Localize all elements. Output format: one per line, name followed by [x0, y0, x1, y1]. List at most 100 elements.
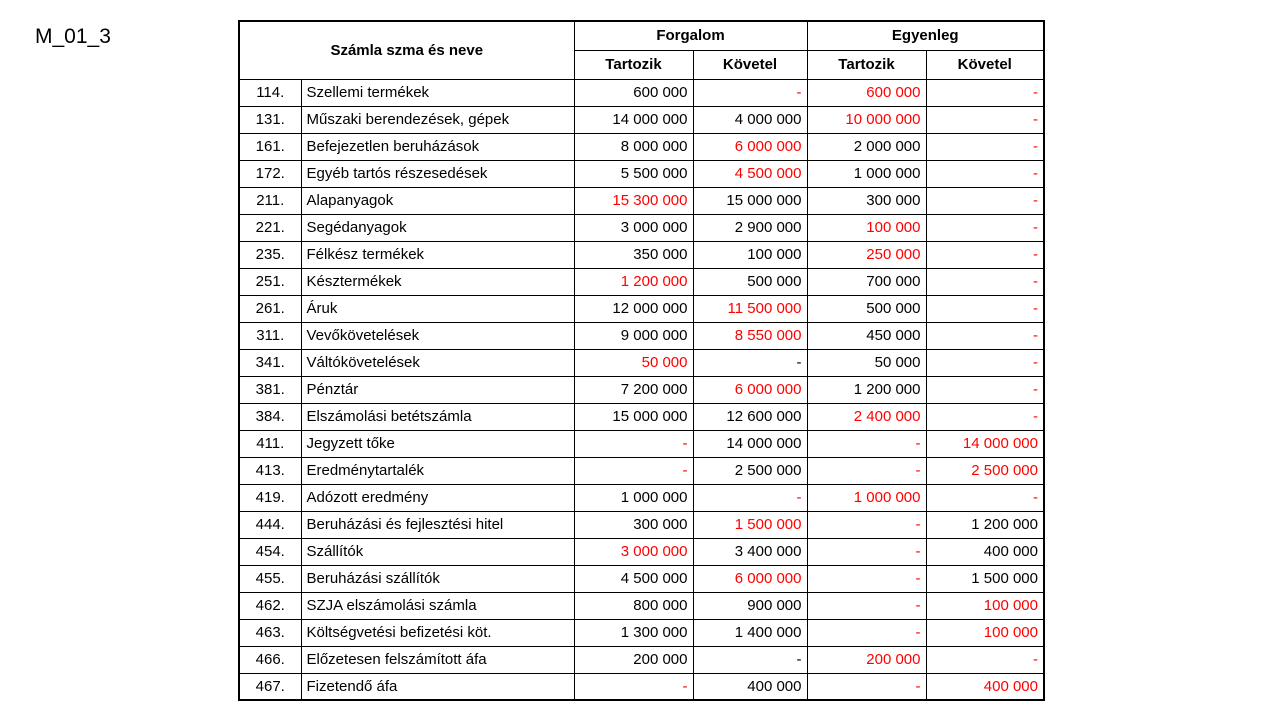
table-row: 381. Pénztár 7 200 000 6 000 000 1 200 000- — [238, 375, 1045, 404]
egyenleg-tartozik-cell: 2 000 000 — [806, 132, 927, 161]
account-number-cell: 161. — [238, 132, 302, 161]
egyenleg-kovetel-cell: - — [925, 267, 1045, 296]
egyenleg-kovetel-cell: 1 200 000 — [925, 510, 1045, 539]
forgalom-kovetel-cell: 8 550 000 — [692, 321, 808, 350]
table-row: 221. Segédanyagok 3 000 000 2 900 000 100 00… — [238, 213, 1045, 242]
table-row: 261. Áruk 12 000 000 11 500 000 500 000- — [238, 294, 1045, 323]
account-name-cell: Szellemi termékek — [300, 78, 575, 107]
table-row: 466. Előzetesen felszámított áfa 200 000-2… — [238, 645, 1045, 674]
egyenleg-kovetel-cell: - — [925, 375, 1045, 404]
account-number-cell: 211. — [238, 186, 302, 215]
table-row: 211. Alapanyagok 15 300 000 15 000 000 300 0… — [238, 186, 1045, 215]
account-name-cell: Késztermékek — [300, 267, 575, 296]
forgalom-tartozik-cell: 8 000 000 — [573, 132, 694, 161]
egyenleg-kovetel-cell: 100 000 — [925, 618, 1045, 647]
egyenleg-tartozik-cell: 50 000 — [806, 348, 927, 377]
egyenleg-kovetel-cell: - — [925, 105, 1045, 134]
table-row: 251. Késztermékek 1 200 000 500 000 700 000- — [238, 267, 1045, 296]
account-number-cell: 131. — [238, 105, 302, 134]
egyenleg-tartozik-cell: - — [806, 429, 927, 458]
egyenleg-tartozik-cell: 1 000 000 — [806, 483, 927, 512]
header-forgalom-kovetel: Követel — [692, 49, 808, 80]
table-row: 311. Vevőkövetelések 9 000 000 8 550 000 450… — [238, 321, 1045, 350]
egyenleg-tartozik-cell: 1 000 000 — [806, 159, 927, 188]
forgalom-kovetel-cell: 12 600 000 — [692, 402, 808, 431]
account-name-cell: SZJA elszámolási számla — [300, 591, 575, 620]
table-row: 444. Beruházási és fejlesztési hitel 300 0… — [238, 510, 1045, 539]
egyenleg-kovetel-cell: 400 000 — [925, 537, 1045, 566]
account-number-cell: 311. — [238, 321, 302, 350]
egyenleg-tartozik-cell: 300 000 — [806, 186, 927, 215]
forgalom-kovetel-cell: 4 500 000 — [692, 159, 808, 188]
forgalom-kovetel-cell: 11 500 000 — [692, 294, 808, 323]
table-row: 131. Műszaki berendezések, gépek 14 000 00… — [238, 105, 1045, 134]
account-name-cell: Váltókövetelések — [300, 348, 575, 377]
account-name-cell: Pénztár — [300, 375, 575, 404]
egyenleg-tartozik-cell: 700 000 — [806, 267, 927, 296]
forgalom-tartozik-cell: 200 000 — [573, 645, 694, 674]
forgalom-tartozik-cell: 800 000 — [573, 591, 694, 620]
egyenleg-kovetel-cell: - — [925, 132, 1045, 161]
forgalom-kovetel-cell: 1 500 000 — [692, 510, 808, 539]
account-number-cell: 419. — [238, 483, 302, 512]
forgalom-kovetel-cell: 4 000 000 — [692, 105, 808, 134]
forgalom-tartozik-cell: 15 300 000 — [573, 186, 694, 215]
account-name-cell: Költségvetési befizetési köt. — [300, 618, 575, 647]
forgalom-kovetel-cell: 14 000 000 — [692, 429, 808, 458]
forgalom-kovetel-cell: 6 000 000 — [692, 132, 808, 161]
egyenleg-tartozik-cell: 2 400 000 — [806, 402, 927, 431]
forgalom-kovetel-cell: 2 500 000 — [692, 456, 808, 485]
table-row: 172. Egyéb tartós részesedések 5 500 000 4 … — [238, 159, 1045, 188]
account-name-cell: Elszámolási betétszámla — [300, 402, 575, 431]
forgalom-tartozik-cell: 7 200 000 — [573, 375, 694, 404]
account-number-cell: 467. — [238, 672, 302, 701]
account-number-cell: 251. — [238, 267, 302, 296]
forgalom-tartozik-cell: 4 500 000 — [573, 564, 694, 593]
egyenleg-tartozik-cell: 1 200 000 — [806, 375, 927, 404]
forgalom-kovetel-cell: 15 000 000 — [692, 186, 808, 215]
account-number-cell: 454. — [238, 537, 302, 566]
egyenleg-kovetel-cell: - — [925, 240, 1045, 269]
forgalom-tartozik-cell: 50 000 — [573, 348, 694, 377]
header-row-groups: Számla szma és neve Forgalom Egyenleg — [238, 20, 1045, 80]
table-row: 455. Beruházási szállítók 4 500 000 6 000 0… — [238, 564, 1045, 593]
egyenleg-tartozik-cell: - — [806, 591, 927, 620]
forgalom-tartozik-cell: 600 000 — [573, 78, 694, 107]
account-number-cell: 462. — [238, 591, 302, 620]
forgalom-tartozik-cell: 5 500 000 — [573, 159, 694, 188]
account-balance-table: Számla szma és neve Forgalom Egyenleg Ta… — [238, 20, 1045, 701]
table-row: 413. Eredménytartalék -2 500 000-2 500 000 — [238, 456, 1045, 485]
egyenleg-kovetel-cell: - — [925, 159, 1045, 188]
forgalom-tartozik-cell: 1 000 000 — [573, 483, 694, 512]
egyenleg-tartozik-cell: - — [806, 537, 927, 566]
egyenleg-tartozik-cell: 600 000 — [806, 78, 927, 107]
egyenleg-kovetel-cell: 400 000 — [925, 672, 1045, 701]
forgalom-kovetel-cell: - — [692, 348, 808, 377]
forgalom-kovetel-cell: 2 900 000 — [692, 213, 808, 242]
table-row: 462. SZJA elszámolási számla 800 000 900 00… — [238, 591, 1045, 620]
account-name-cell: Műszaki berendezések, gépek — [300, 105, 575, 134]
forgalom-tartozik-cell: 12 000 000 — [573, 294, 694, 323]
account-number-cell: 341. — [238, 348, 302, 377]
account-number-cell: 455. — [238, 564, 302, 593]
forgalom-tartozik-cell: - — [573, 456, 694, 485]
forgalom-tartozik-cell: - — [573, 672, 694, 701]
egyenleg-tartozik-cell: 450 000 — [806, 321, 927, 350]
account-name-cell: Szállítók — [300, 537, 575, 566]
egyenleg-tartozik-cell: 500 000 — [806, 294, 927, 323]
egyenleg-kovetel-cell: - — [925, 321, 1045, 350]
egyenleg-tartozik-cell: - — [806, 510, 927, 539]
account-name-cell: Segédanyagok — [300, 213, 575, 242]
egyenleg-kovetel-cell: - — [925, 186, 1045, 215]
forgalom-tartozik-cell: 3 000 000 — [573, 537, 694, 566]
header-row-subcolumns: Tartozik Követel Tartozik Követel — [239, 49, 1045, 80]
account-number-cell: 172. — [238, 159, 302, 188]
forgalom-tartozik-cell: 3 000 000 — [573, 213, 694, 242]
forgalom-tartozik-cell: - — [573, 429, 694, 458]
header-forgalom-tartozik: Tartozik — [573, 49, 694, 80]
account-number-cell: 444. — [238, 510, 302, 539]
page-title: M_01_3 — [35, 25, 111, 48]
forgalom-kovetel-cell: - — [692, 483, 808, 512]
forgalom-tartozik-cell: 9 000 000 — [573, 321, 694, 350]
table-header: Számla szma és neve Forgalom Egyenleg Ta… — [238, 20, 1045, 80]
